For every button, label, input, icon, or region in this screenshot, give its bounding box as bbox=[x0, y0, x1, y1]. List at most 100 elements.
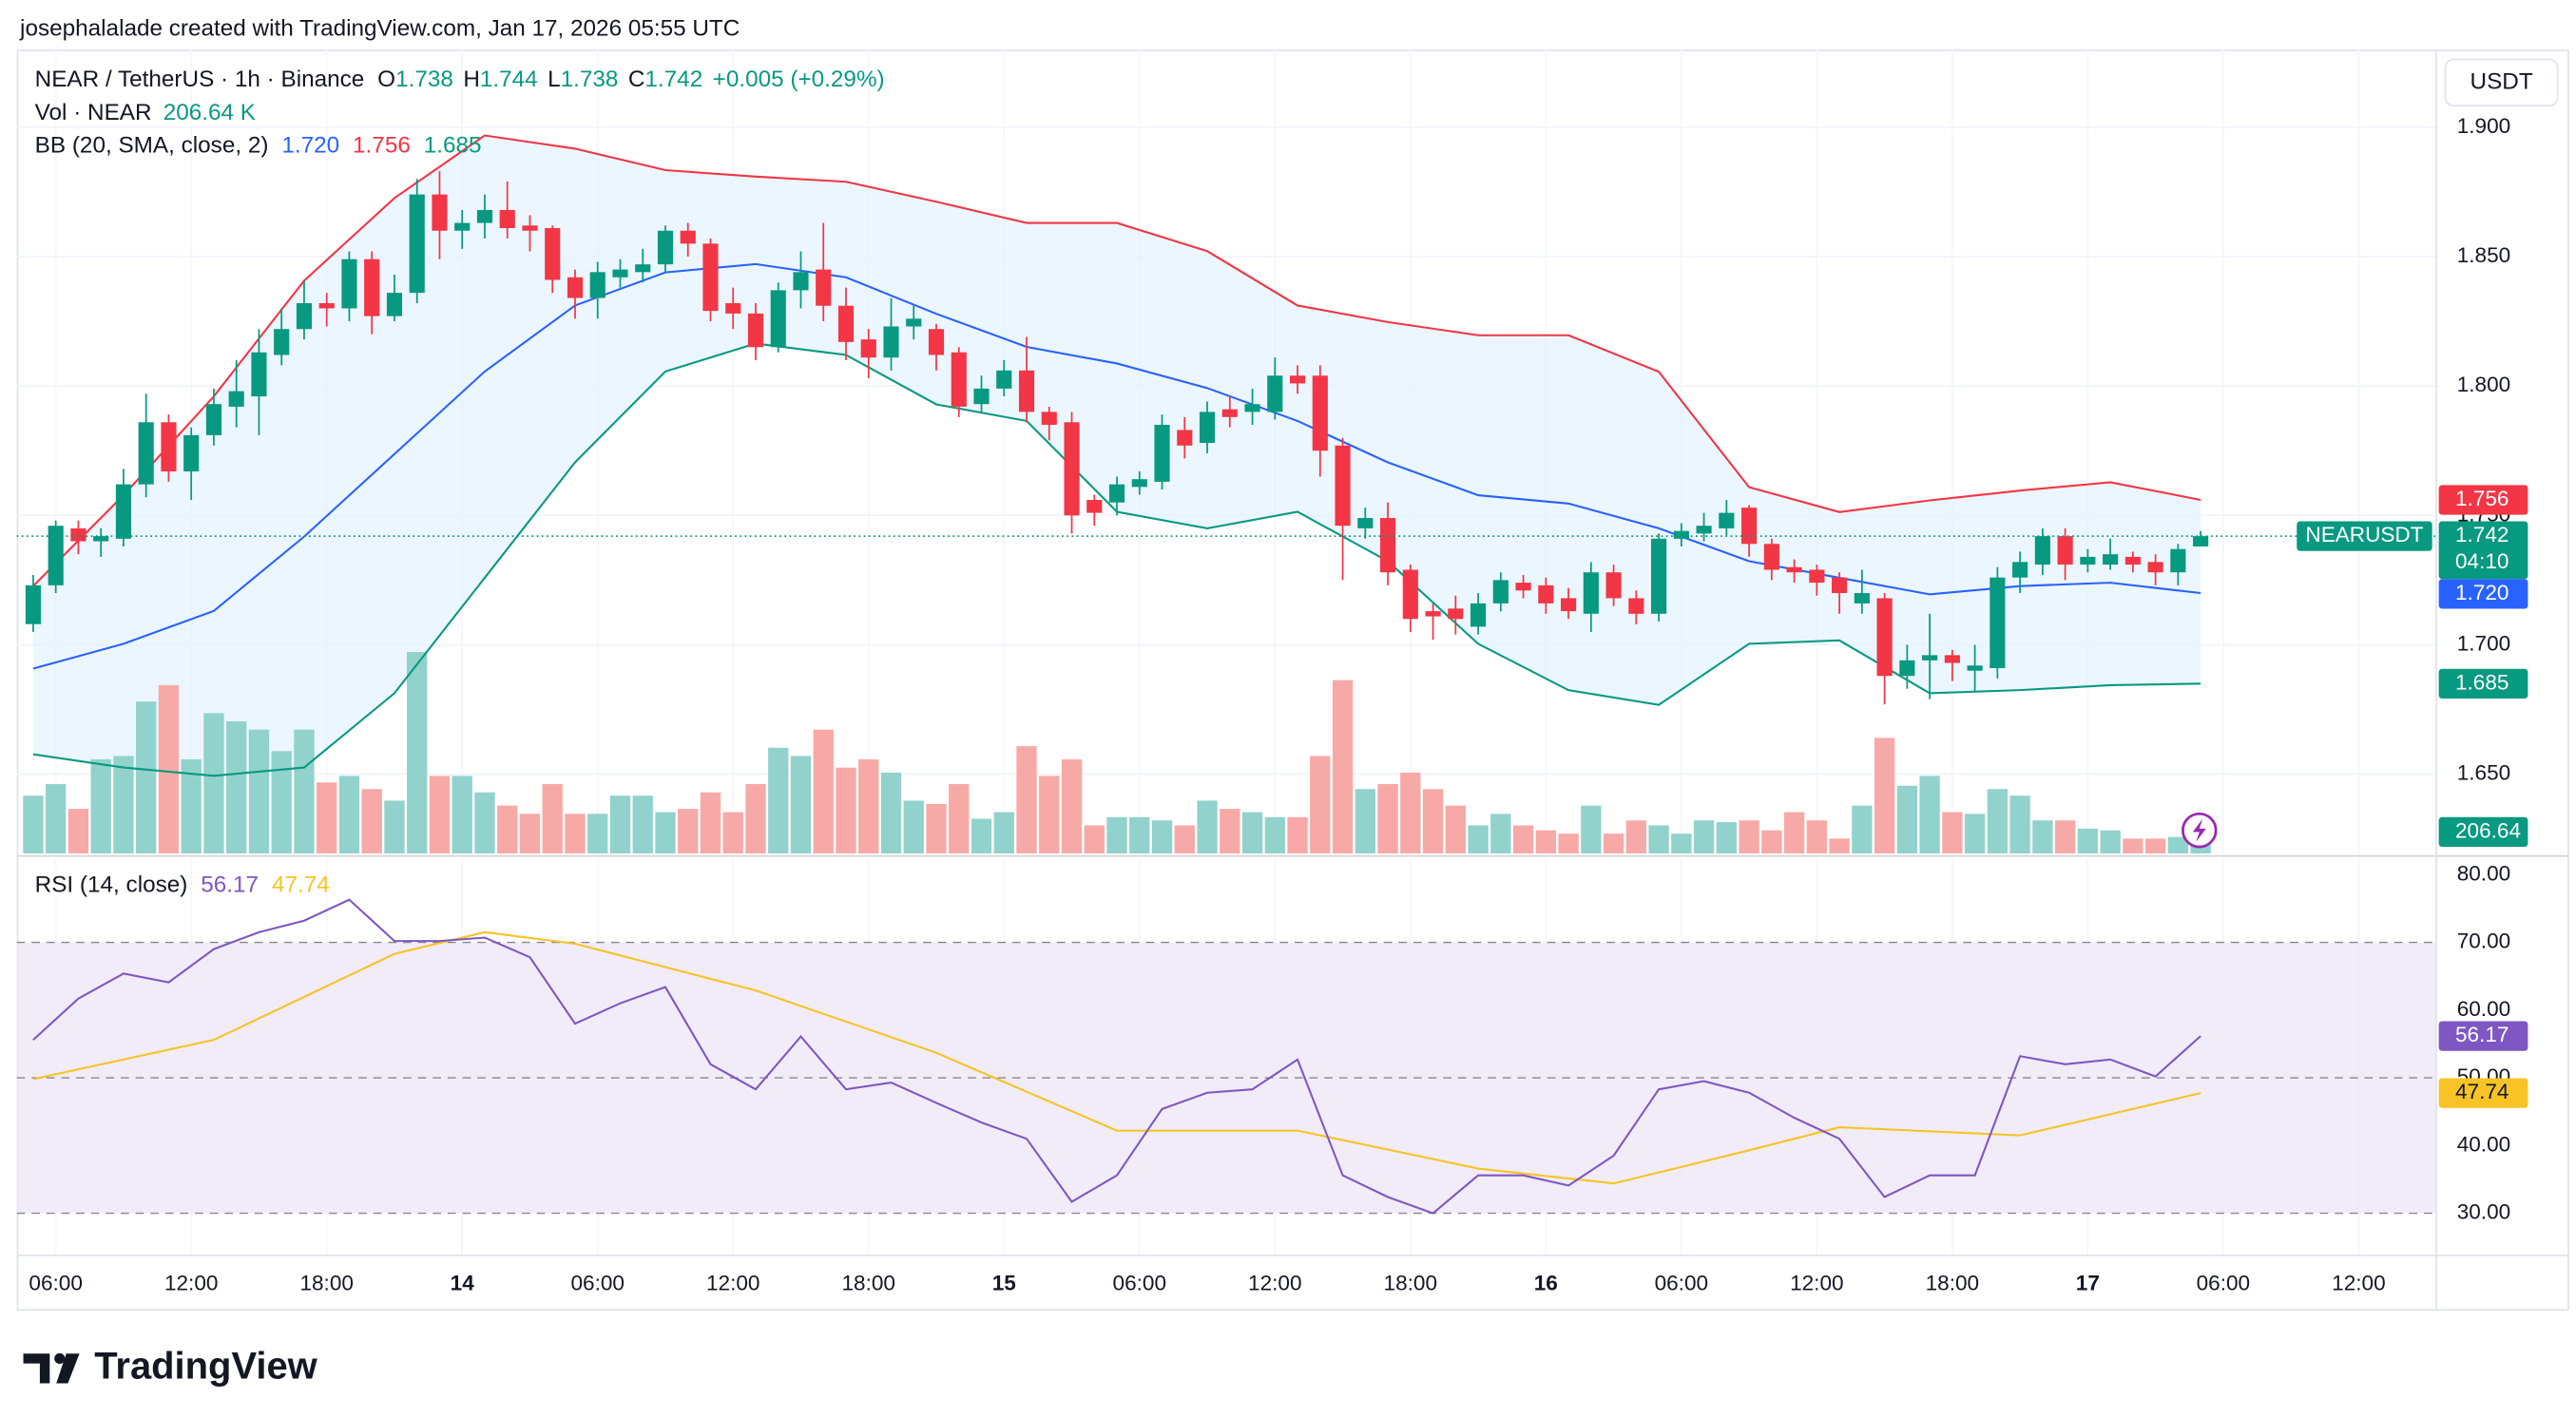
volume-bar bbox=[790, 756, 812, 853]
bb-basis-value: 1.720 bbox=[281, 133, 339, 159]
candle-body bbox=[612, 269, 628, 278]
candle-body bbox=[1741, 508, 1758, 545]
volume-bar bbox=[23, 795, 44, 853]
candle-body bbox=[1018, 370, 1035, 412]
volume-bar bbox=[1716, 821, 1737, 853]
rsi-ma-line bbox=[32, 930, 2201, 1185]
logo-mark bbox=[23, 1353, 50, 1384]
volume-bar bbox=[565, 814, 586, 853]
volume-bar bbox=[858, 758, 879, 853]
volume-bar bbox=[429, 776, 451, 853]
volume-tag-box bbox=[2438, 816, 2528, 848]
volume-bar bbox=[181, 758, 202, 853]
volume-bar bbox=[813, 729, 834, 853]
candle-body bbox=[635, 264, 651, 273]
candle-body bbox=[1832, 577, 1848, 594]
candle-body bbox=[1064, 422, 1080, 516]
candle-body bbox=[1538, 584, 1554, 604]
frame bbox=[16, 49, 2569, 1312]
rsi-ma-tag-box bbox=[2438, 1078, 2528, 1108]
candle-body bbox=[1267, 375, 1283, 412]
volume-bar bbox=[1603, 834, 1624, 853]
countdown-text: 04:10 bbox=[2455, 549, 2509, 573]
volume-bar bbox=[136, 701, 157, 853]
bb-basis-tag-text: 1.720 bbox=[2455, 581, 2509, 604]
candle-body bbox=[1244, 404, 1260, 412]
volume-bar bbox=[1964, 814, 1986, 853]
candle-body bbox=[1177, 430, 1193, 446]
volume-bar bbox=[745, 784, 766, 853]
candle-body bbox=[1086, 499, 1103, 513]
volume-bar bbox=[1039, 776, 1060, 853]
candle-body bbox=[386, 293, 403, 316]
candle-body bbox=[2034, 536, 2050, 565]
currency-button[interactable]: USDT bbox=[2444, 58, 2559, 107]
volume-bar bbox=[1625, 820, 1646, 853]
candle-body bbox=[364, 259, 380, 316]
volume-bar bbox=[1648, 825, 1669, 853]
candle-body bbox=[1154, 424, 1170, 482]
x-tick-label: 18:00 bbox=[1926, 1271, 1979, 1294]
candle-body bbox=[183, 434, 200, 472]
candle-body bbox=[161, 422, 177, 472]
x-tick-label: 12:00 bbox=[706, 1271, 759, 1294]
volume-bar bbox=[993, 812, 1014, 853]
candle-body bbox=[657, 230, 674, 265]
candle-body bbox=[2147, 562, 2163, 573]
x-tick-label: 06:00 bbox=[2197, 1271, 2250, 1294]
replay-icon[interactable] bbox=[2182, 812, 2218, 849]
candle-body bbox=[1967, 665, 1983, 671]
bb-upper-tag-box bbox=[2438, 485, 2528, 515]
currency-box[interactable] bbox=[2444, 58, 2559, 107]
candle-body bbox=[793, 272, 809, 291]
candle-body bbox=[48, 526, 64, 585]
rsi-tag-box bbox=[2438, 1021, 2528, 1051]
candle-body bbox=[1402, 569, 1418, 620]
candle-body bbox=[1583, 572, 1599, 614]
volume-bar bbox=[158, 684, 180, 853]
volume-bar bbox=[2100, 830, 2121, 853]
candle-body bbox=[341, 259, 357, 309]
o-label: O bbox=[377, 67, 395, 93]
bb-lower-tag-text: 1.685 bbox=[2455, 670, 2509, 694]
rsi-ma-tag-text: 47.74 bbox=[2455, 1080, 2509, 1103]
volume-bar bbox=[2144, 838, 2166, 853]
candle-body bbox=[2124, 556, 2141, 565]
volume-bar bbox=[2054, 820, 2076, 853]
volume-bar bbox=[678, 809, 699, 853]
volume-bar bbox=[1241, 812, 1263, 853]
symbol-tag-text: NEARUSDT bbox=[2305, 523, 2423, 546]
volume-bar bbox=[1400, 772, 1421, 853]
rsi-ma-tag: 47.74 bbox=[2438, 1078, 2528, 1108]
candle-body bbox=[2012, 562, 2028, 578]
volume-title: Vol · NEAR bbox=[35, 100, 152, 125]
candle-body bbox=[725, 302, 741, 314]
legend-line: NEAR / TetherUS · 1h · Binance O1.738 H1.7… bbox=[35, 67, 885, 93]
candle-body bbox=[2080, 556, 2096, 565]
candle-body bbox=[409, 194, 425, 294]
x-tick-label: 06:00 bbox=[29, 1271, 82, 1294]
axes: 1.6501.7001.7501.8001.8501.90006:0012:00… bbox=[29, 114, 2541, 1295]
candle-body bbox=[1809, 569, 1825, 584]
volume-bar bbox=[1512, 825, 1534, 853]
x-tick-label: 06:00 bbox=[1113, 1271, 1166, 1294]
candle-body bbox=[837, 305, 855, 342]
bb-lower-tag-box bbox=[2438, 668, 2528, 699]
candle-body bbox=[25, 584, 41, 624]
y-tick-label: 1.900 bbox=[2457, 114, 2510, 138]
candle-body bbox=[1448, 608, 1464, 620]
candle-body bbox=[476, 209, 493, 223]
volume-bar bbox=[1874, 738, 1895, 853]
currency[interactable]: USDT bbox=[2470, 68, 2533, 94]
candle-body bbox=[1876, 598, 1893, 677]
candle-body bbox=[1650, 538, 1667, 614]
volume-bar bbox=[1558, 834, 1579, 853]
h-value: 1.744 bbox=[480, 67, 538, 93]
candle-body bbox=[499, 209, 515, 229]
volume-bar bbox=[2167, 836, 2189, 853]
y-tick-label: 1.700 bbox=[2457, 631, 2510, 655]
icon-bolt[interactable] bbox=[2192, 818, 2206, 842]
volume-bar bbox=[1287, 816, 1308, 853]
x-tick-label: 14 bbox=[451, 1271, 475, 1294]
